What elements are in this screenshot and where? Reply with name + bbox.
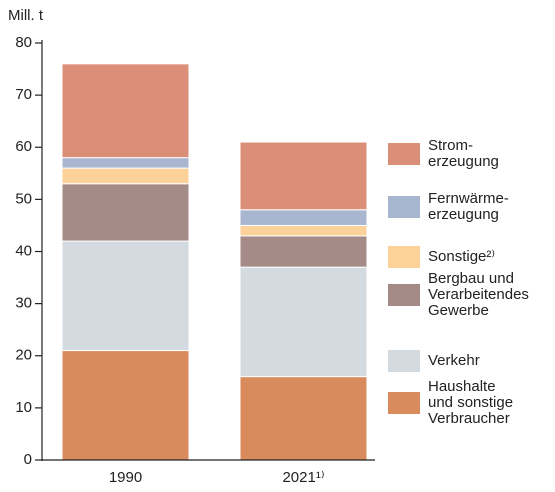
legend-label: Sonstige²⁾ xyxy=(428,248,495,265)
legend-label: Haushalte und sonstige Verbraucher xyxy=(428,378,513,427)
bar-segment xyxy=(239,209,368,226)
y-tick-label: 30 xyxy=(15,295,32,312)
y-tick-label: 70 xyxy=(15,86,32,103)
legend-swatch xyxy=(388,246,420,268)
bar-segment xyxy=(61,157,190,169)
y-tick-label: 50 xyxy=(15,190,32,207)
legend-label: Fernwärme-erzeugung xyxy=(428,190,509,223)
bar-segment xyxy=(239,224,368,237)
legend-label: Verkehr xyxy=(428,352,480,369)
legend-label: Strom-erzeugung xyxy=(428,137,499,170)
legend-label: Bergbau und Verarbeitendes Gewerbe xyxy=(428,270,529,319)
y-axis-label: Mill. t xyxy=(8,7,44,24)
legend-swatch xyxy=(388,196,420,218)
bar-segment xyxy=(61,240,190,352)
bar-segment xyxy=(61,350,190,461)
legend-swatch xyxy=(388,284,420,306)
x-tick-label: 1990 xyxy=(109,469,142,486)
legend-swatch xyxy=(388,350,420,372)
x-tick-label: 2021¹⁾ xyxy=(282,469,324,486)
legend-swatch xyxy=(388,143,420,165)
legend-swatch xyxy=(388,392,420,414)
bar-segment xyxy=(239,235,368,268)
y-tick-label: 80 xyxy=(15,34,32,51)
bar-segment xyxy=(61,167,190,185)
bar-segment xyxy=(239,266,368,378)
bar-segment xyxy=(61,183,190,242)
y-tick-label: 0 xyxy=(24,451,32,468)
y-tick-label: 20 xyxy=(15,347,32,364)
bar-segment xyxy=(61,63,190,159)
bar-segment xyxy=(239,376,368,461)
y-tick-label: 10 xyxy=(15,399,32,416)
y-tick-label: 60 xyxy=(15,138,32,155)
y-tick-label: 40 xyxy=(15,242,32,259)
bar-segment xyxy=(239,141,368,211)
